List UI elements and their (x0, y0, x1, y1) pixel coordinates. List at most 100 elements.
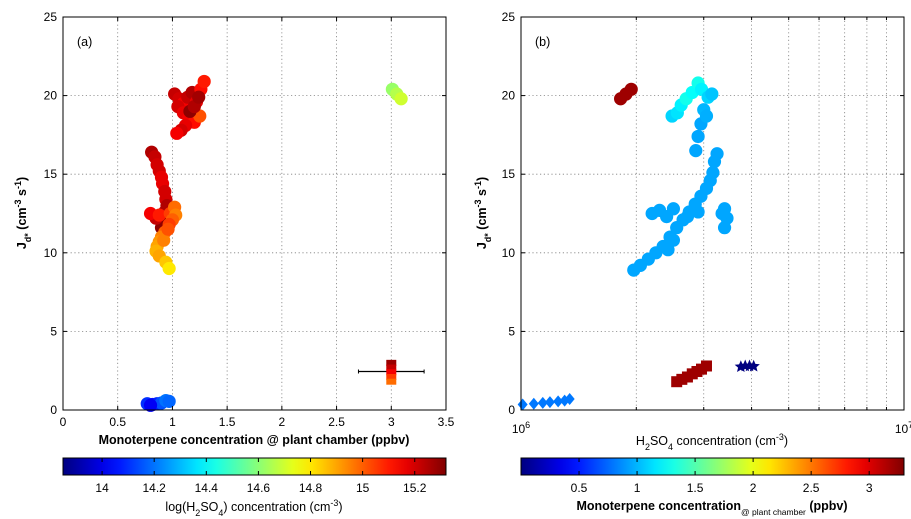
colorbar-tick-label: 15 (356, 481, 370, 495)
y-tick-label: 25 (502, 10, 516, 24)
x-tick-label: 107 (895, 420, 911, 436)
data-point-square (700, 360, 712, 372)
label-part: ) (338, 500, 342, 514)
label-part: -3 (330, 498, 338, 508)
label-part: SO (200, 500, 218, 514)
data-point (715, 206, 729, 221)
label-part: 2 (645, 442, 650, 452)
tick-exponent: 7 (908, 420, 911, 430)
panel-a-xlabel: Monoterpene concentration @ plant chambe… (99, 433, 410, 447)
colorbar-tick-label: 14.4 (195, 481, 219, 495)
colorbar-b-ticks: 0.5 1 1.5 2 2.5 3 (571, 458, 873, 495)
y-tick-label: 15 (502, 167, 516, 181)
label-part: J (475, 242, 489, 249)
panel-a-label: (a) (77, 35, 92, 49)
data-point-star (747, 359, 760, 372)
data-point (162, 394, 176, 408)
y-tick-label: 10 (44, 246, 58, 260)
data-point-diamond (544, 396, 555, 409)
panel-b-ylabel: Jd* (cm-3 s-1) (473, 177, 493, 249)
colorbar-tick-label: 2.5 (803, 481, 820, 495)
colorbar-tick-label: 1.5 (687, 481, 704, 495)
x-tick-label: 2.5 (328, 415, 345, 429)
label-part: (cm (475, 207, 489, 233)
color-swatch (386, 369, 397, 376)
panel-a-ylabel: Jd* (cm-3 s-1) (13, 177, 33, 249)
data-point-square (676, 373, 688, 385)
color-swatch (386, 373, 397, 380)
x-tick-label: 1.5 (219, 415, 236, 429)
x-tick-label: 3 (388, 415, 395, 429)
colorbar-tick-label: 14.6 (247, 481, 271, 495)
panel-a-frame (62, 16, 447, 411)
label-part: s (15, 189, 29, 199)
y-tick-label: 20 (502, 89, 516, 103)
data-point (707, 155, 722, 169)
data-point-diamond (537, 396, 548, 409)
label-part: d* (23, 233, 33, 242)
panel-b-grid (521, 17, 904, 410)
label-part: @ plant chamber (741, 507, 806, 517)
y-tick-label: 25 (44, 10, 58, 24)
label-part: -3 (776, 432, 784, 442)
data-point-diamond (517, 398, 528, 411)
panel-b-marks (517, 76, 760, 411)
label-part: (ppbv) (806, 499, 848, 513)
y-tick-label: 5 (50, 324, 57, 338)
data-point (394, 92, 408, 106)
color-swatch (386, 378, 397, 385)
data-point (680, 210, 695, 224)
panel-b-frame (520, 16, 905, 411)
y-tick-label: 10 (502, 246, 516, 260)
x-tick-label: 106 (512, 420, 530, 436)
label-part: ) (475, 177, 489, 181)
x-tick-label: 1 (169, 415, 176, 429)
colorbar-tick-label: 2 (750, 481, 757, 495)
panel-a-grid (63, 17, 446, 410)
data-point (627, 263, 641, 277)
colorbar-a-ticks: 14 14.2 14.4 14.6 14.8 15 15.2 (95, 458, 427, 495)
label-part: -1 (473, 181, 483, 189)
y-tick-label: 0 (50, 403, 57, 417)
panel-a-ticks: 0 0.5 1 1.5 2 2.5 3 3.5 0 5 10 15 20 25 (44, 10, 455, 429)
data-point (192, 90, 206, 104)
label-part: ) concentration (cm (223, 500, 330, 514)
data-point (197, 74, 211, 89)
color-swatch (386, 359, 397, 366)
x-tick-label: 3.5 (438, 415, 455, 429)
data-point (161, 222, 175, 236)
colorbar-a-label: log(H2SO4) concentration (cm-3) (165, 498, 342, 518)
data-point (666, 202, 681, 216)
data-point (143, 398, 158, 412)
label-part: Monoterpene concentration (576, 499, 741, 513)
colorbar-tick-label: 1 (634, 481, 641, 495)
y-tick-label: 15 (44, 167, 58, 181)
label-part: 2 (195, 508, 200, 518)
label-part: log(H (165, 500, 195, 514)
x-tick-label: 0.5 (109, 415, 126, 429)
colorbar-b: 0.5 1 1.5 2 2.5 3 Monoterpene concentration@ … (520, 457, 905, 517)
colorbar-tick-label: 14.8 (299, 481, 323, 495)
data-point-diamond (553, 395, 564, 408)
colorbar-b-label: Monoterpene concentration@ plant chamber… (576, 499, 847, 517)
data-point (689, 144, 703, 158)
label-part: 4 (668, 442, 673, 452)
data-point (666, 233, 681, 247)
data-point-diamond (564, 392, 575, 405)
colorbar-b-gradient (520, 457, 905, 476)
colorbar-tick-label: 0.5 (571, 481, 588, 495)
data-point-diamond (528, 397, 539, 410)
label-part: SO (650, 434, 668, 448)
label-part: J (15, 242, 29, 249)
label-part: -1 (13, 181, 23, 189)
data-point (670, 221, 684, 235)
colorbar-tick-label: 14 (95, 481, 109, 495)
data-point (170, 126, 184, 140)
label-part: (cm (15, 207, 29, 233)
panel-b-label: (b) (535, 35, 550, 49)
data-point (691, 129, 705, 144)
colorbar-tick-label: 14.2 (143, 481, 167, 495)
label-part: -3 (13, 199, 23, 207)
